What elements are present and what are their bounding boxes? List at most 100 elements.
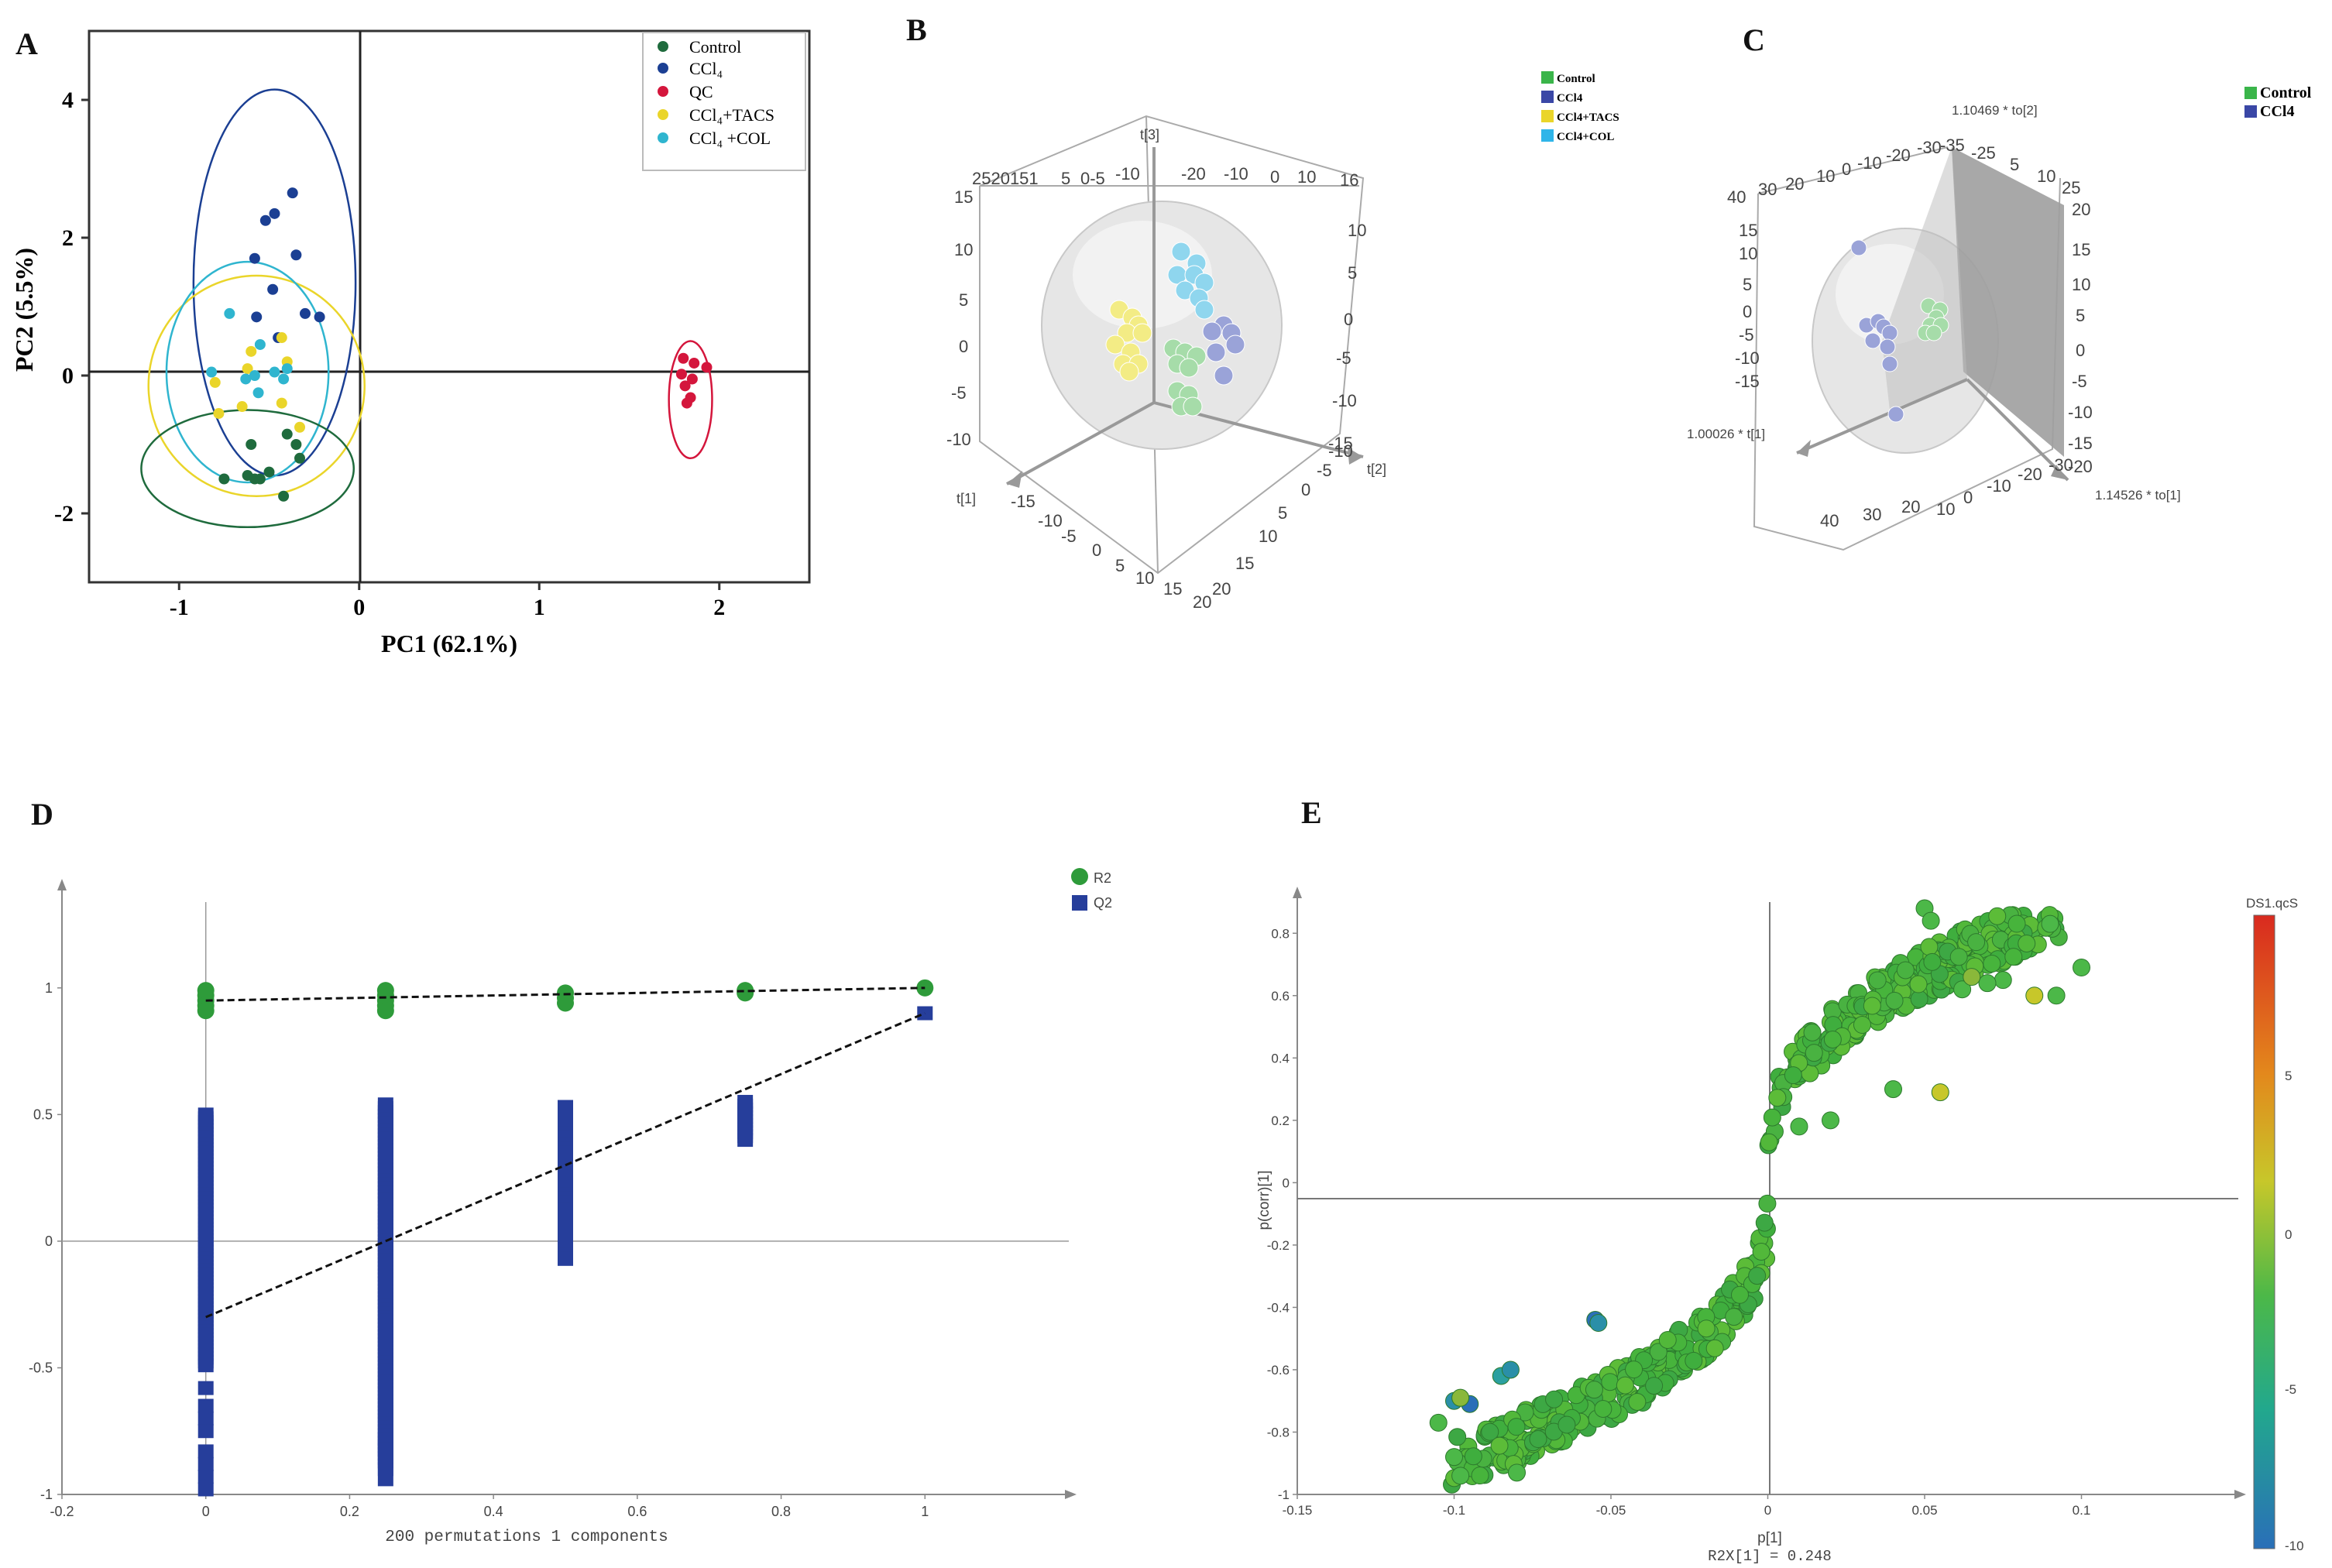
svg-text:-30: -30 (2049, 455, 2073, 475)
permutation-test-plot: -0.2 0 0.2 0.4 0.6 0.8 1 -1 -0.5 0 0.5 1 200 permut… (29, 868, 1112, 1546)
panel-a-confidence-ellipse (668, 340, 713, 460)
panel-a-point (267, 283, 279, 295)
panel-c-point (1881, 324, 1898, 341)
legend-a-tacs: CCl₄+TACS (689, 105, 774, 125)
legend-b-control-marker (1541, 71, 1554, 84)
panel-e-point (1805, 1044, 1823, 1062)
panel-e-xtick: -0.05 (1596, 1503, 1626, 1518)
panel-e-point (2047, 986, 2066, 1005)
panel-e-point (1884, 1080, 1902, 1099)
panel-a-confidence-ellipse (140, 409, 355, 529)
legend-c-control: Control (2260, 84, 2312, 101)
legend-c-ccl4: CCl4 (2260, 103, 2294, 120)
panel-a-point (300, 307, 311, 319)
svg-text:-25: -25 (1971, 143, 1996, 163)
svg-text:10: 10 (1936, 499, 1955, 519)
legend-d-q2-marker (1072, 895, 1087, 911)
svg-text:0: 0 (2076, 341, 2085, 360)
panel-c-point (1879, 338, 1896, 355)
svg-text:30: 30 (1863, 505, 1881, 524)
svg-text:-15: -15 (1328, 434, 1353, 453)
panel-e-point (1752, 1242, 1770, 1261)
panel-e-point (1822, 1111, 1839, 1130)
panel-b-point (1171, 242, 1191, 262)
panel-c-point (1850, 239, 1867, 256)
panel-a-point (678, 352, 689, 364)
panel-d-r2-point (197, 982, 215, 1000)
panel-a-point (249, 370, 260, 381)
svg-text:10: 10 (1297, 167, 1316, 187)
legend-b-control: Control (1557, 73, 1595, 85)
svg-text:-10: -10 (946, 430, 971, 449)
panel-e-point (1790, 1117, 1808, 1136)
panel-e-point (1853, 1016, 1871, 1034)
panel-d-xtick: 0.6 (627, 1504, 647, 1519)
svg-text:-20: -20 (2018, 465, 2042, 484)
panel-e-point (1589, 1314, 1608, 1333)
panel-e-point (1863, 997, 1881, 1015)
panel-d-xtick: 0.4 (484, 1504, 503, 1519)
panel-e-point (1978, 974, 1997, 993)
legend-a-col-marker (658, 132, 668, 143)
panel-a-point (263, 466, 275, 478)
panel-d-ytick: 1 (45, 980, 53, 996)
panel-e-point (1988, 907, 2007, 925)
panel-e-point (1922, 911, 1940, 930)
panel-e-point (1931, 1083, 1949, 1102)
legend-a-ccl4: CCl₄ (689, 59, 723, 78)
panel-a-point (294, 421, 306, 433)
panel-e-point (2025, 986, 2044, 1005)
panel-e-point (1983, 954, 2001, 973)
panel-e-xtick: -0.15 (1283, 1503, 1313, 1518)
panel-d-q2-point (377, 1442, 393, 1456)
svg-text:0: 0 (1092, 540, 1101, 560)
panel-e-ytick: -0.6 (1267, 1363, 1290, 1378)
panel-e-point (1451, 1467, 1470, 1485)
panel-e-point (1481, 1422, 1499, 1441)
panel-e-xtick: 0.05 (1911, 1503, 1937, 1518)
panel-a-point (259, 214, 271, 226)
panel-e-ytick: -0.4 (1267, 1300, 1290, 1315)
panel-label-c: C (1743, 22, 1765, 57)
panel-e-point (1953, 980, 1972, 999)
panel-e-point (1994, 971, 2012, 990)
panel-a-xtick: -1 (170, 595, 189, 620)
legend-a-control: Control (689, 37, 741, 57)
panel-e-point (1649, 1343, 1667, 1361)
panel-d-q2-regression (205, 1012, 926, 1319)
svg-text:-10: -10 (1038, 511, 1063, 530)
legend-a-ccl4-marker (658, 63, 668, 74)
panel-e-point (1448, 1428, 1467, 1446)
panel-e-colorbar-ticks: 5 0 -5 -10 (2285, 1069, 2304, 1553)
panel-a-frame (88, 29, 811, 584)
panel-d-r2-point (197, 1002, 215, 1020)
legend-b-col: CCl4+COL (1557, 131, 1614, 143)
panel-e-point (1755, 1213, 1774, 1232)
svg-text:25: 25 (2062, 178, 2080, 197)
panel-e-point (1784, 1066, 1802, 1085)
panel-a-point (236, 401, 248, 413)
panel-e-point (1803, 1023, 1822, 1041)
svg-text:10: 10 (2072, 275, 2090, 294)
panel-e-point (1923, 952, 1942, 971)
panel-d-ytick: 0.5 (33, 1107, 53, 1122)
svg-text:5: 5 (2010, 155, 2019, 174)
panel-a-point (269, 366, 280, 378)
panel-e-point (1558, 1415, 1576, 1434)
panel-a-point (240, 373, 252, 385)
svg-text:-10: -10 (2285, 1539, 2304, 1553)
panel-a-point (278, 373, 290, 385)
panel-d-q2-point (197, 1424, 214, 1439)
panel-d-q2-point (737, 1133, 754, 1148)
panel-a-ytick: 2 (62, 225, 74, 251)
panel-a-point (314, 311, 325, 323)
svg-text:-5: -5 (1317, 461, 1332, 480)
panel-e-point (1885, 991, 1904, 1010)
svg-text:0: 0 (1743, 302, 1752, 321)
panel-e-point (2073, 959, 2090, 977)
panel-c-ticks: 40 30 20 10 0 -10 -20 -30 -35 -25 5 10 2… (1727, 136, 2093, 530)
panel-a-ytick: -2 (54, 501, 74, 527)
panel-e-point (1920, 938, 1939, 956)
svg-text:5: 5 (959, 290, 968, 310)
panel-b-t2: t[2] (1367, 461, 1386, 477)
